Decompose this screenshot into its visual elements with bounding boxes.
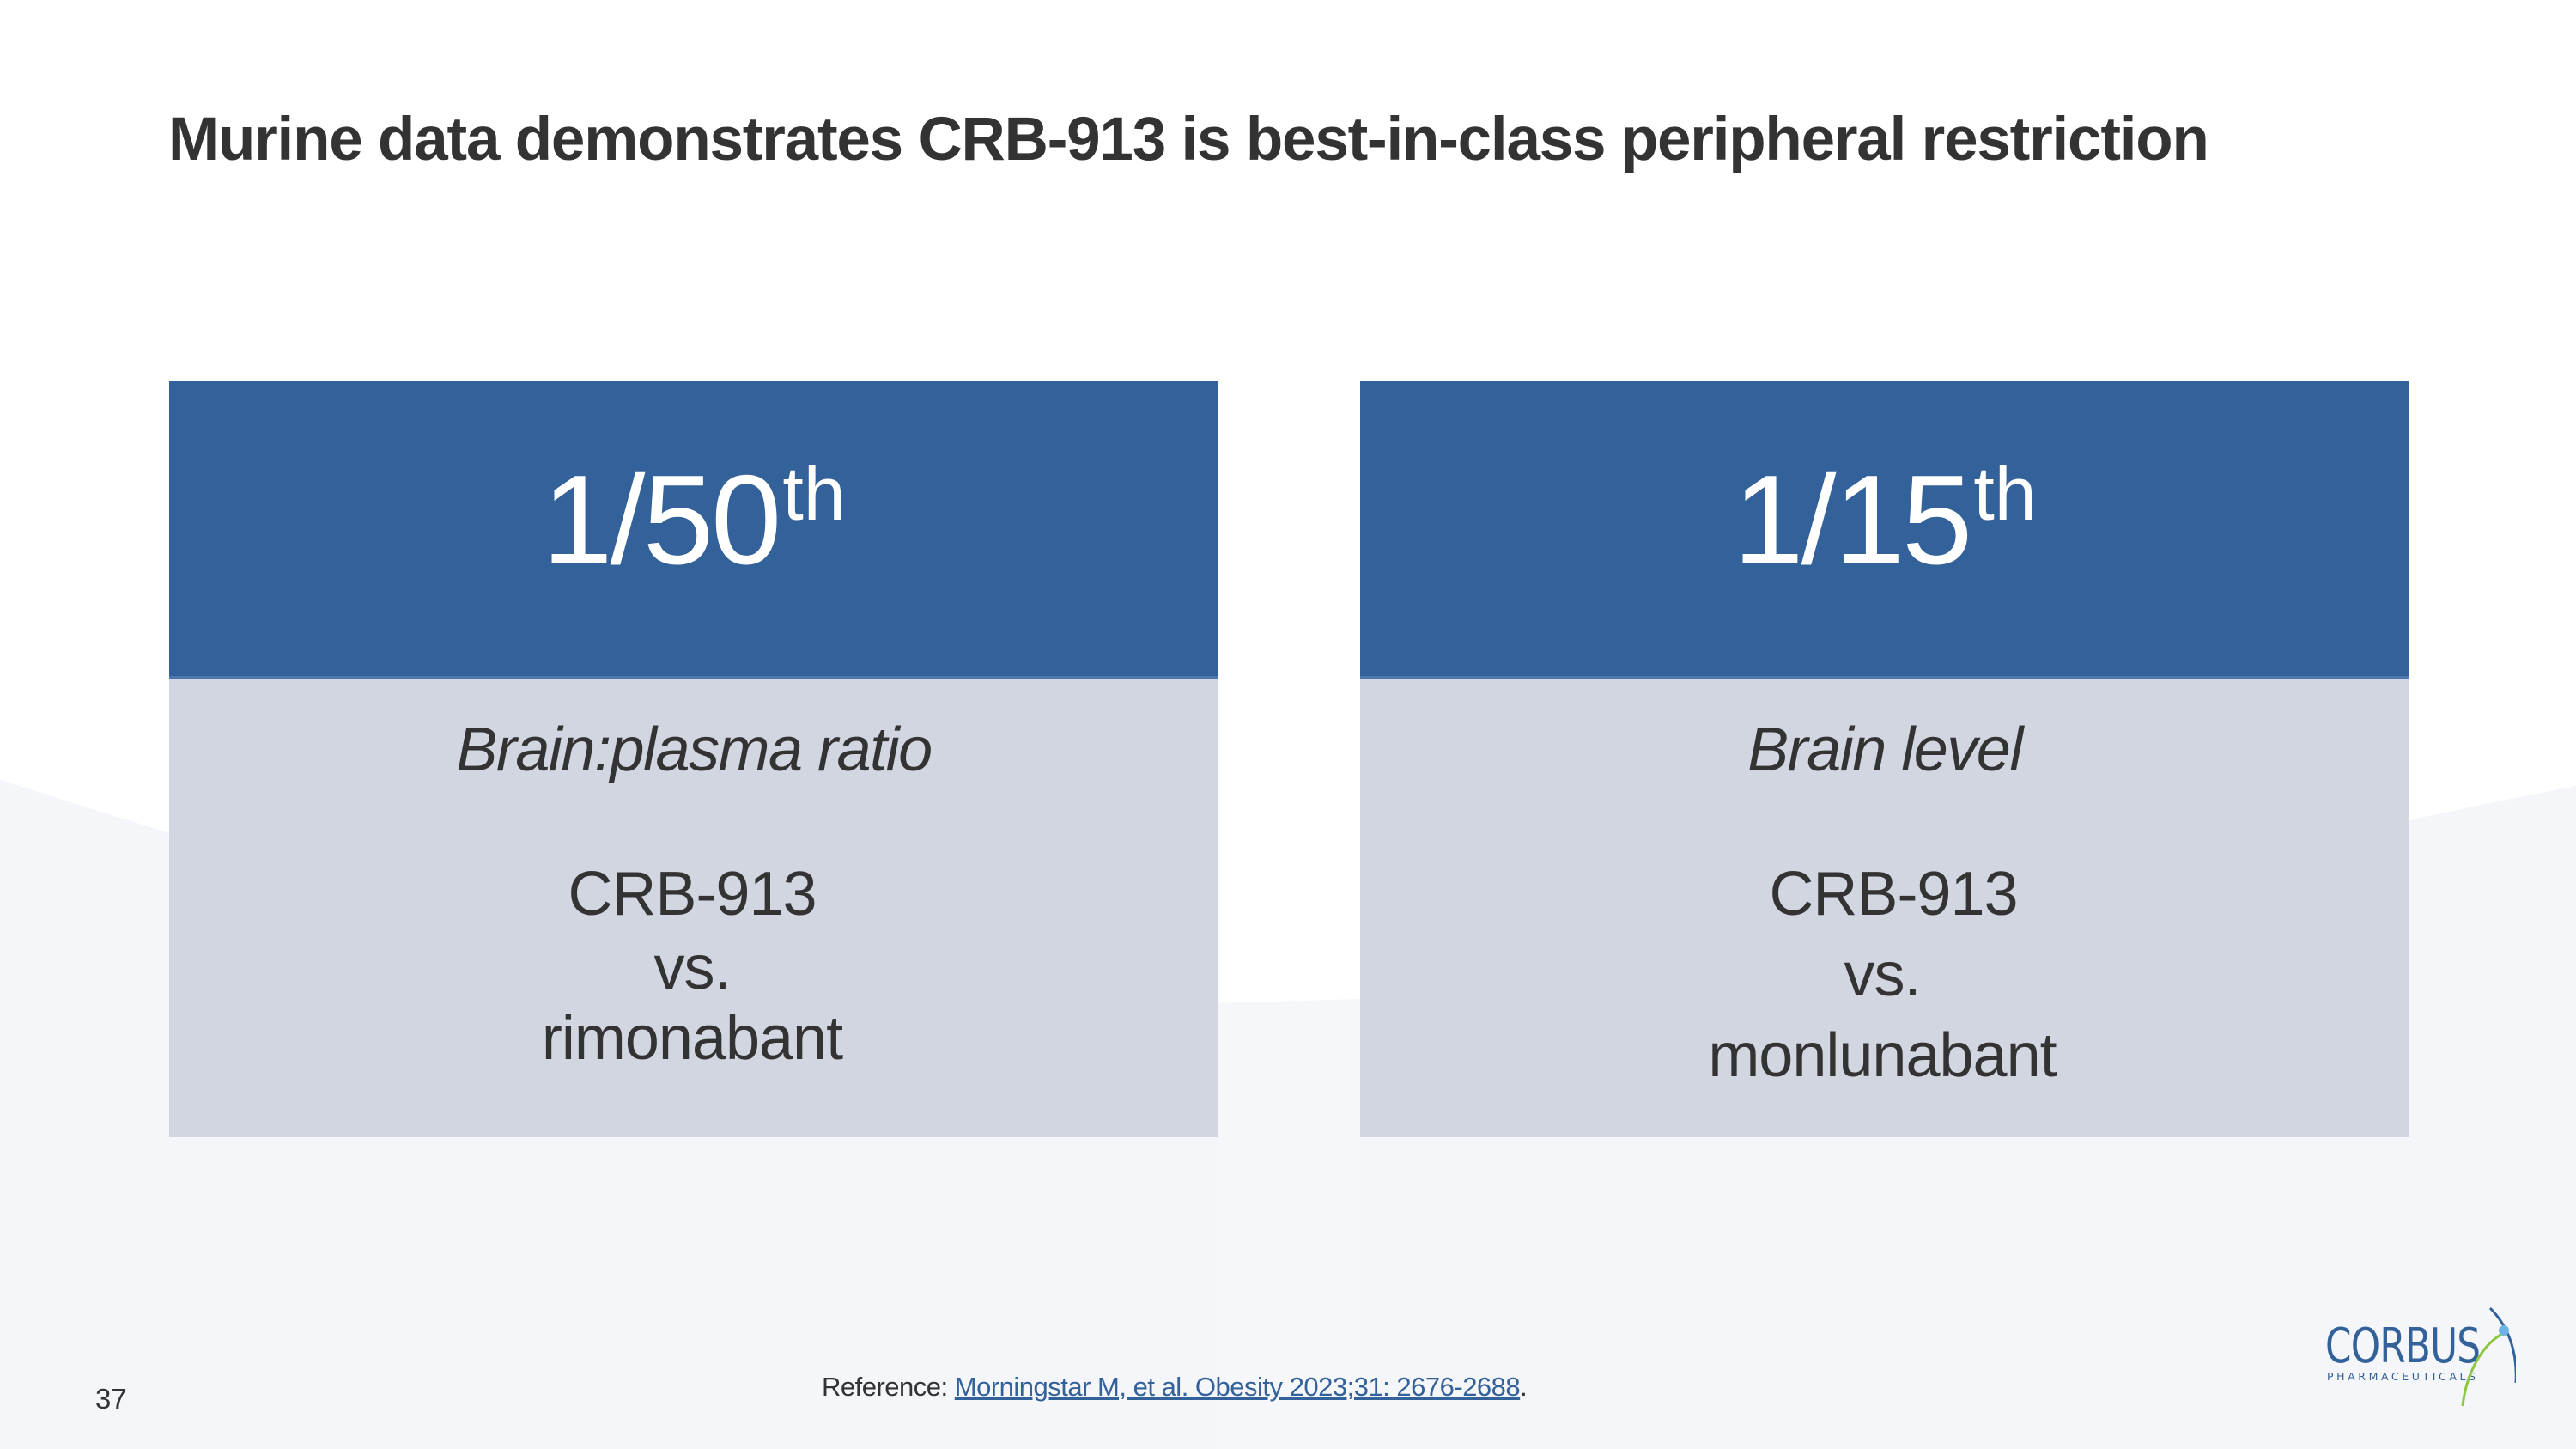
- reference: Reference: Morningstar M, et al. Obesity…: [822, 1372, 1528, 1403]
- metric-label: Brain level: [1747, 715, 2023, 784]
- reference-end: .: [1520, 1372, 1528, 1402]
- reference-label: Reference:: [822, 1372, 955, 1402]
- logo-subtitle: PHARMACEUTICALS: [2327, 1370, 2479, 1383]
- slide-title: Murine data demonstrates CRB-913 is best…: [168, 106, 2209, 174]
- stat-value-suffix: th: [1973, 451, 2037, 537]
- logo-wordmark: CORBUS: [2325, 1318, 2481, 1374]
- stat-value-number: 1/50: [542, 449, 781, 592]
- page-number: 37: [95, 1383, 127, 1415]
- stat-value: 1/50th: [542, 456, 845, 584]
- compare-target: rimonabant: [541, 1004, 843, 1073]
- stat-card-body: Brain level CRB-913 vs. monlunabant: [1360, 679, 2409, 1137]
- compare-vs: vs.: [653, 934, 731, 1002]
- stat-card-brain-plasma: 1/50th Brain:plasma ratio CRB-913 vs. ri…: [169, 381, 1218, 1137]
- comparison: CRB-913 vs. rimonabant: [166, 863, 1218, 1069]
- metric-label: Brain:plasma ratio: [456, 715, 933, 784]
- logo-figure-icon: [2461, 1306, 2516, 1407]
- stat-card-header: 1/15th: [1360, 381, 2409, 679]
- reference-link[interactable]: Morningstar M, et al. Obesity 2023;31: 2…: [954, 1372, 1521, 1402]
- stat-value: 1/15th: [1733, 456, 2036, 584]
- compare-subject: CRB-913: [1769, 860, 2018, 928]
- stat-value-number: 1/15: [1733, 449, 1972, 592]
- stat-card-header: 1/50th: [169, 381, 1218, 679]
- corbus-logo: CORBUS PHARMACEUTICALS: [2318, 1301, 2516, 1413]
- stat-card-brain-level: 1/15th Brain level CRB-913 vs. monlunaba…: [1360, 381, 2409, 1137]
- compare-target: monlunabant: [1708, 1021, 2057, 1090]
- comparison: CRB-913 vs. monlunabant: [1355, 863, 2409, 1087]
- compare-vs: vs.: [1844, 941, 1921, 1009]
- stat-value-suffix: th: [782, 451, 846, 537]
- compare-subject: CRB-913: [568, 860, 817, 928]
- stat-card-body: Brain:plasma ratio CRB-913 vs. rimonaban…: [169, 679, 1218, 1137]
